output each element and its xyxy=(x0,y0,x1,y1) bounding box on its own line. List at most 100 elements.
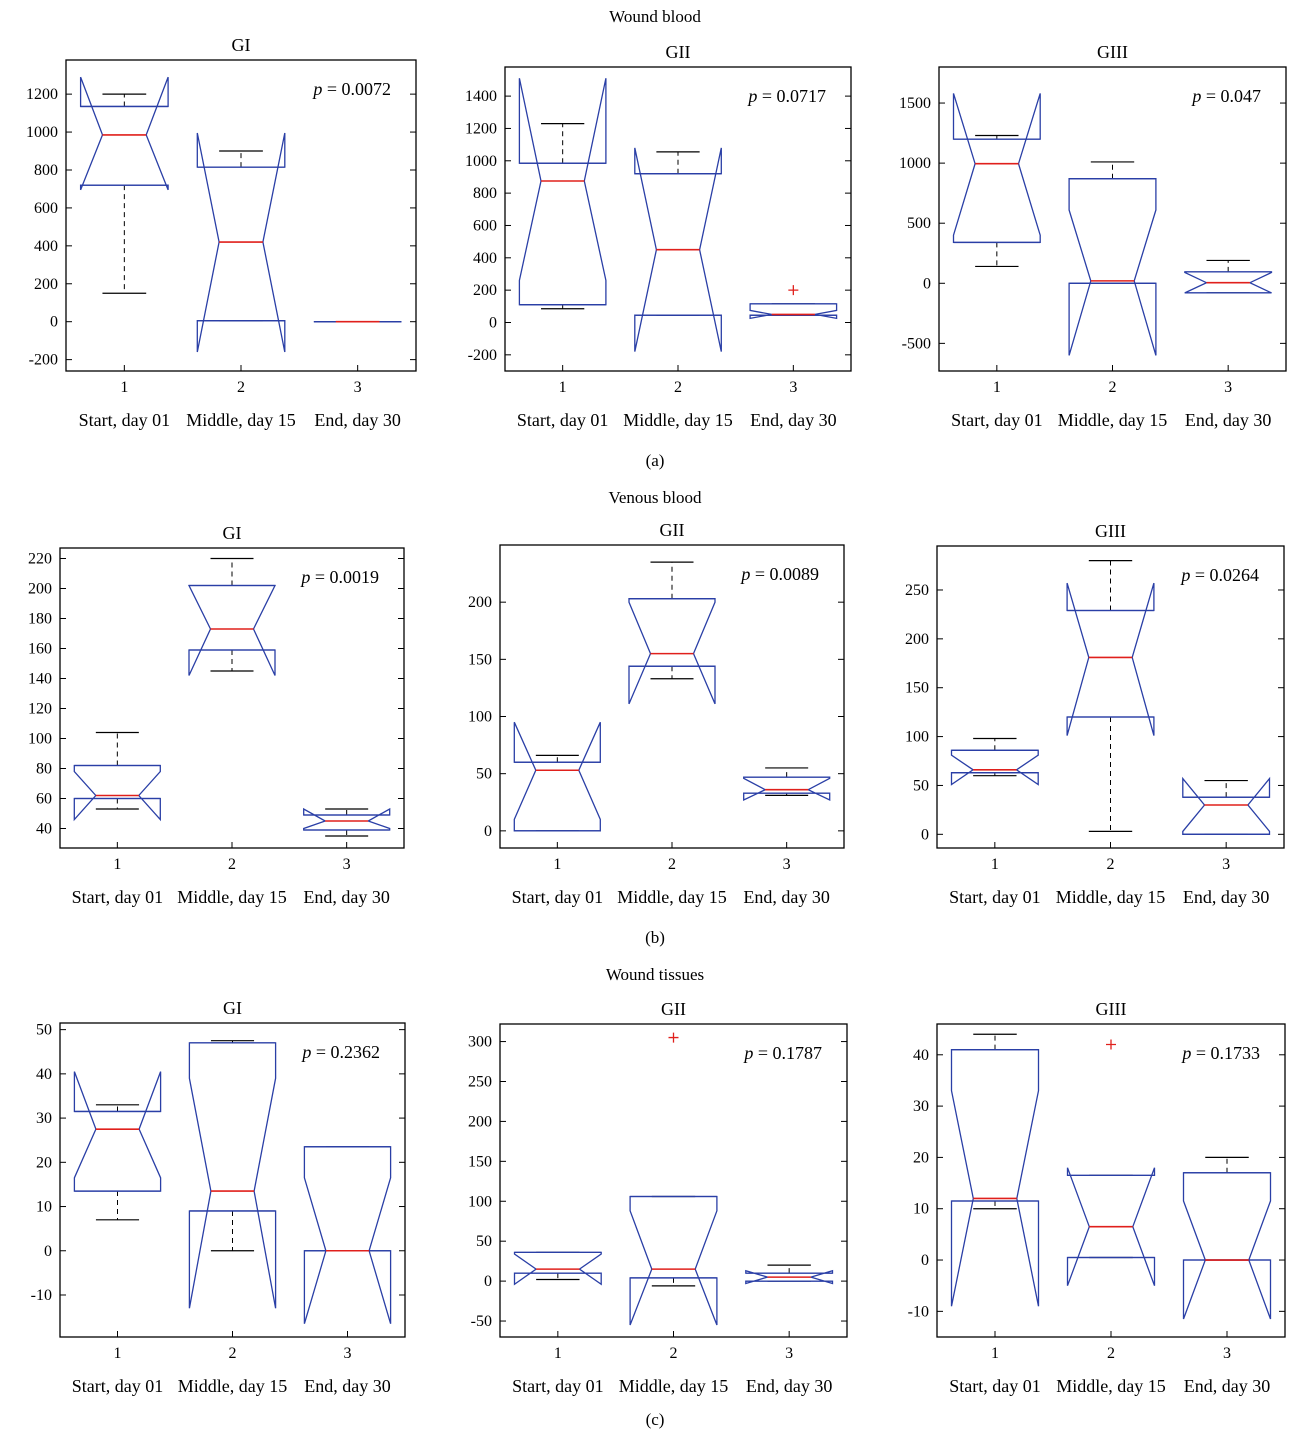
p-value-number: = 0.0717 xyxy=(762,86,826,106)
p-value-symbol: p xyxy=(300,1042,311,1062)
y-tick-label: 40 xyxy=(36,821,52,838)
notched-box xyxy=(303,1146,392,1324)
y-tick-label: 50 xyxy=(476,1233,492,1250)
y-tick-label: 220 xyxy=(28,551,52,568)
notched-box xyxy=(743,776,831,802)
y-tick-label: 0 xyxy=(50,314,58,331)
p-value-number: = 0.0072 xyxy=(327,79,391,99)
notched-box xyxy=(79,76,169,191)
p-value: p = 0.0264 xyxy=(1179,565,1259,585)
y-tick-label: 100 xyxy=(468,709,492,726)
x-tick-label: 1 xyxy=(113,856,121,873)
boxplot-panel-9: GIII -10 0 10 20 30 40 1 Start, day 01 2 Middle, d… xyxy=(908,999,1286,1396)
y-tick-label: -500 xyxy=(902,335,931,352)
x-tick-label: 1 xyxy=(114,1345,122,1362)
x-category-label: Middle, day 15 xyxy=(1056,887,1166,907)
plot-frame xyxy=(59,547,405,849)
plot-frame xyxy=(936,1023,1286,1338)
y-tick-label: 100 xyxy=(28,731,52,748)
y-tick-label: 1200 xyxy=(465,120,497,137)
p-value-number: = 0.047 xyxy=(1206,86,1261,106)
y-tick-label: 1000 xyxy=(899,155,931,172)
plot-frame xyxy=(499,544,845,849)
y-tick-label: 160 xyxy=(28,641,52,658)
section-title: Venous blood xyxy=(608,488,702,507)
notched-box xyxy=(628,598,716,705)
y-tick-label: 800 xyxy=(34,162,58,179)
y-tick-label: 150 xyxy=(905,680,929,697)
x-category-label: End, day 30 xyxy=(1184,1376,1270,1396)
y-tick-label: 50 xyxy=(476,766,492,783)
p-value-symbol: p xyxy=(1179,565,1190,585)
section-label: (a) xyxy=(646,451,665,470)
x-tick-label: 2 xyxy=(1109,379,1117,396)
p-value: p = 0.0072 xyxy=(311,79,391,99)
boxplot-panel-7: GI -10 0 10 20 30 40 50 1 Start, day 01 2 Middle, d… xyxy=(31,998,406,1396)
x-tick-label: 2 xyxy=(674,379,682,396)
x-tick-label: 3 xyxy=(354,379,362,396)
y-tick-label: 0 xyxy=(489,314,497,331)
p-value-symbol: p xyxy=(739,564,750,584)
panel-title: GIII xyxy=(1095,521,1126,541)
x-tick-label: 3 xyxy=(344,1345,352,1362)
y-tick-label: 1500 xyxy=(899,95,931,112)
x-category-label: Middle, day 15 xyxy=(177,887,287,907)
y-tick-label: 600 xyxy=(473,217,497,234)
p-value-symbol: p xyxy=(746,86,757,106)
y-tick-label: -200 xyxy=(468,347,497,364)
p-value-symbol: p xyxy=(311,79,322,99)
y-tick-label: 0 xyxy=(921,1252,929,1269)
y-tick-label: 250 xyxy=(905,582,929,599)
x-category-label: Start, day 01 xyxy=(949,1376,1041,1396)
x-category-label: End, day 30 xyxy=(750,410,836,430)
notched-box xyxy=(188,1042,277,1309)
notched-box xyxy=(950,1049,1040,1307)
x-tick-label: 1 xyxy=(559,379,567,396)
y-tick-label: 30 xyxy=(913,1098,929,1115)
y-tick-label: 50 xyxy=(913,777,929,794)
y-tick-label: 1400 xyxy=(465,88,497,105)
boxplot-panel-1: GI -200 0 200 400 600 800 1000 1200 1 Start, day 0… xyxy=(26,35,417,430)
panel-title: GIII xyxy=(1097,42,1128,62)
notched-box xyxy=(73,1071,162,1192)
x-tick-label: 3 xyxy=(1223,1345,1231,1362)
y-tick-label: -10 xyxy=(908,1303,929,1320)
y-tick-label: 200 xyxy=(34,276,58,293)
x-category-label: End, day 30 xyxy=(746,1376,832,1396)
y-tick-label: 600 xyxy=(34,200,58,217)
y-tick-label: 40 xyxy=(913,1047,929,1064)
y-tick-label: 0 xyxy=(44,1243,52,1260)
x-category-label: End, day 30 xyxy=(304,1376,390,1396)
x-category-label: End, day 30 xyxy=(1185,410,1271,430)
x-tick-label: 1 xyxy=(991,856,999,873)
y-tick-label: 30 xyxy=(36,1110,52,1127)
x-tick-label: 3 xyxy=(783,856,791,873)
panel-title: GII xyxy=(661,999,686,1019)
y-tick-label: 800 xyxy=(473,185,497,202)
panel-title: GI xyxy=(223,523,242,543)
x-tick-label: 3 xyxy=(785,1345,793,1362)
notched-box xyxy=(634,147,722,352)
y-tick-label: -50 xyxy=(471,1313,492,1330)
x-category-label: Start, day 01 xyxy=(951,410,1043,430)
x-tick-label: 3 xyxy=(343,856,351,873)
p-value: p = 0.2362 xyxy=(300,1042,380,1062)
outlier-marker xyxy=(668,1032,679,1043)
plot-frame xyxy=(499,1023,848,1338)
notched-box xyxy=(1066,582,1155,736)
y-tick-label: 1200 xyxy=(26,86,58,103)
p-value-symbol: p xyxy=(742,1043,753,1063)
x-tick-label: 2 xyxy=(668,856,676,873)
p-value-number: = 0.0019 xyxy=(315,567,379,587)
p-value-number: = 0.2362 xyxy=(316,1042,380,1062)
notched-box xyxy=(1182,1172,1272,1320)
boxplot-panel-2: GII -200 0 200 400 600 800 1000 1200 1400 1 Start, … xyxy=(465,42,852,430)
plot-frame xyxy=(59,1022,406,1338)
p-value: p = 0.1787 xyxy=(742,1043,822,1063)
p-value: p = 0.0089 xyxy=(739,564,819,584)
panel-title: GI xyxy=(232,35,251,55)
y-tick-label: 1000 xyxy=(26,124,58,141)
y-tick-label: 0 xyxy=(484,1273,492,1290)
boxplot-panel-3: GIII -500 0 500 1000 1500 1 Start, day 01 2 Middl… xyxy=(899,42,1287,430)
